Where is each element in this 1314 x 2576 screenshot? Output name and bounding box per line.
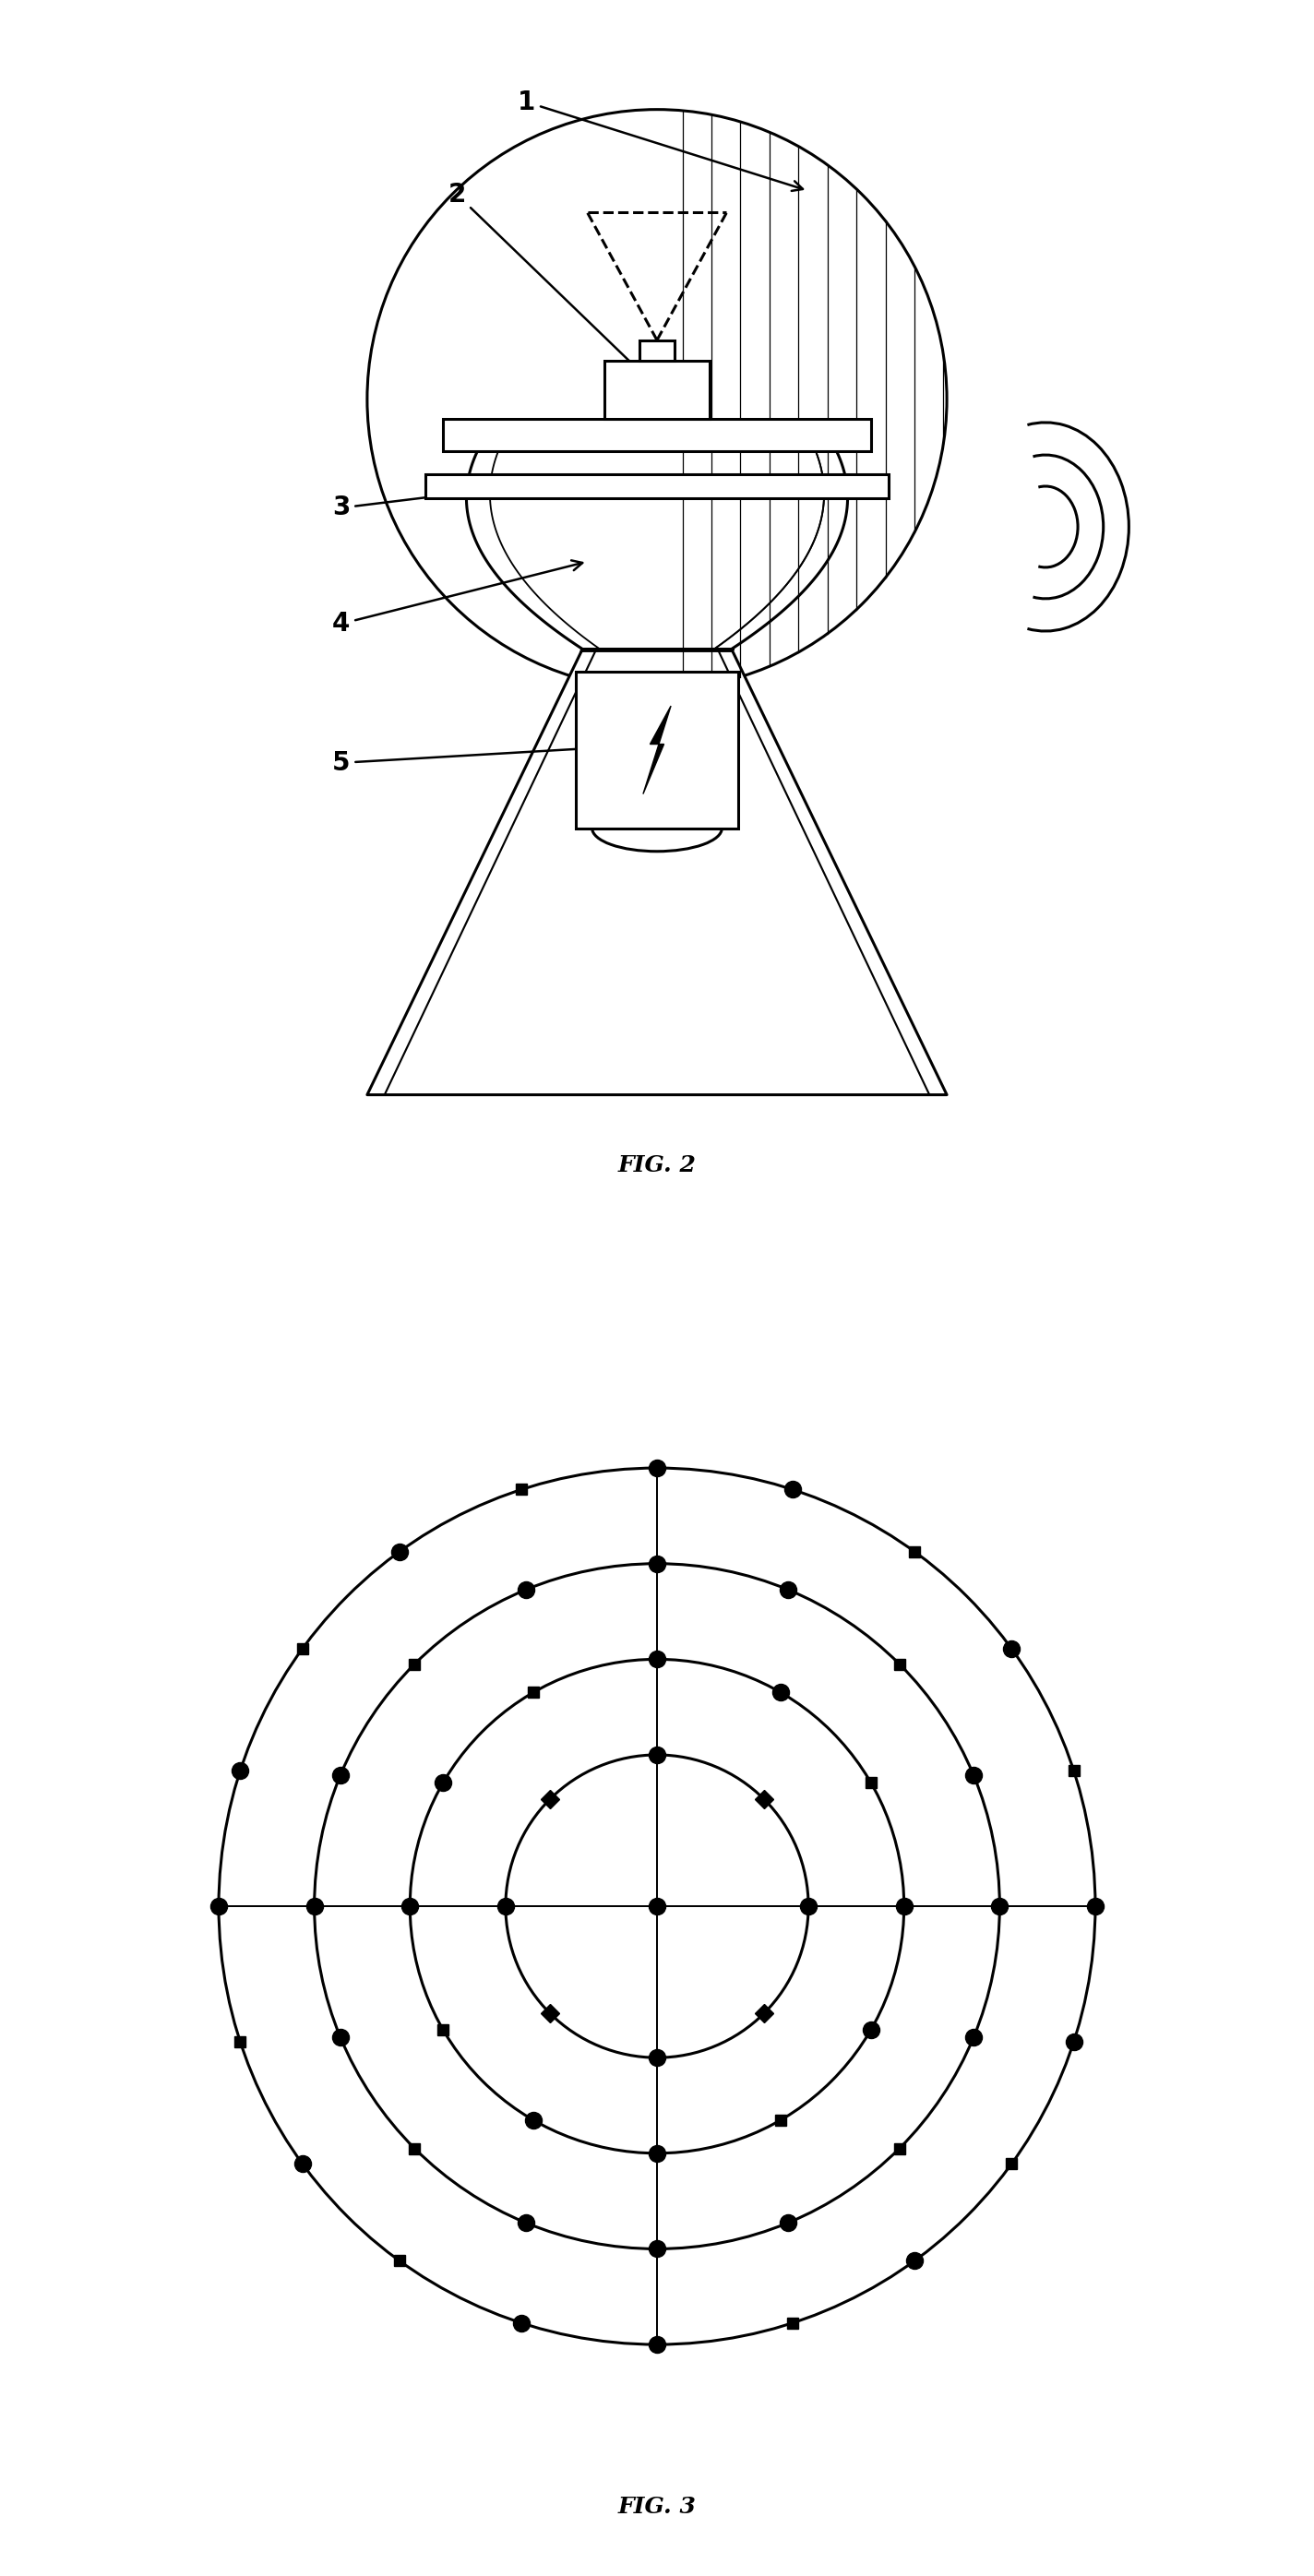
Bar xyxy=(443,420,871,451)
Bar xyxy=(576,672,738,829)
Circle shape xyxy=(367,111,947,690)
Text: FIG. 3: FIG. 3 xyxy=(618,2496,696,2517)
Text: 2: 2 xyxy=(448,183,653,384)
Bar xyxy=(604,361,710,420)
Bar xyxy=(426,474,888,497)
Text: 3: 3 xyxy=(332,484,512,520)
Text: FIG. 2: FIG. 2 xyxy=(618,1154,696,1175)
Polygon shape xyxy=(643,706,671,793)
Text: 4: 4 xyxy=(332,562,582,636)
Text: 5: 5 xyxy=(332,742,606,775)
Bar xyxy=(640,340,674,361)
Polygon shape xyxy=(367,652,947,1095)
Text: 1: 1 xyxy=(518,90,803,191)
